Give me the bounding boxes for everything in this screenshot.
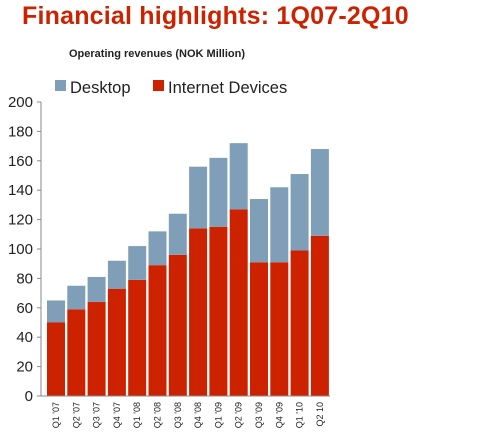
bar-internet-devices	[229, 209, 248, 396]
y-tick-label: 160	[8, 153, 33, 170]
x-tick-label: Q3 '08	[173, 402, 183, 428]
chart-legend: Desktop Internet Devices	[55, 79, 287, 97]
bar-internet-devices	[87, 301, 106, 396]
bar-desktop	[270, 187, 289, 263]
bar-desktop	[107, 260, 126, 289]
x-tick-label: Q1 '10	[295, 402, 305, 428]
y-axis: 0 20 40 60 80 100 120 140 160 180 200	[8, 94, 42, 405]
y-tick-label: 180	[8, 123, 33, 140]
y-tick-label: 20	[16, 359, 33, 376]
x-tick-label: Q4 '07	[112, 402, 122, 428]
x-tick-label: Q2 '08	[153, 402, 163, 428]
chart-title: Operating revenues (NOK Million)	[69, 48, 246, 60]
bar-desktop	[250, 199, 268, 263]
page-title: Financial highlights: 1Q07-2Q10	[22, 2, 409, 30]
bar-internet-devices	[189, 228, 208, 396]
legend-swatch	[153, 80, 164, 91]
bar-internet-devices	[250, 262, 268, 396]
bar-internet-devices	[270, 262, 289, 396]
bar-desktop	[87, 276, 106, 302]
bar-internet-devices	[128, 279, 147, 396]
bar-internet-devices	[67, 309, 86, 396]
y-tick-label: 200	[8, 94, 33, 111]
bar-desktop	[128, 246, 147, 280]
bar-desktop	[67, 285, 86, 310]
x-axis: Q1 '07 Q2 '07 Q3 '07 Q4 '07 Q1 '08 Q2 '08 Q3 '…	[41, 395, 330, 428]
bar-internet-devices	[168, 254, 187, 396]
x-tick-label: Q3 '07	[92, 402, 102, 428]
x-tick-label: Q1 '09	[213, 402, 223, 428]
x-tick-label: Q2 '07	[71, 402, 81, 428]
legend-label: Desktop	[70, 79, 131, 97]
bar-internet-devices	[290, 250, 309, 396]
y-tick-label: 100	[8, 241, 33, 258]
y-tick-label: 0	[25, 388, 33, 405]
bar-internet-devices	[47, 322, 65, 396]
bar-internet-devices	[148, 265, 167, 396]
bar-internet-devices	[310, 235, 329, 396]
x-tick-label: Q3 '09	[254, 402, 264, 428]
x-tick-label: Q4 '09	[274, 402, 284, 428]
legend-swatch	[55, 80, 66, 91]
bar-desktop	[47, 300, 65, 323]
y-tick-label: 60	[16, 300, 33, 317]
x-tick-label: Q4 '08	[193, 402, 203, 428]
y-tick-label: 80	[16, 270, 33, 287]
x-tick-label: Q1 '07	[51, 402, 61, 428]
bar-desktop	[310, 149, 329, 236]
bar-desktop	[290, 174, 309, 251]
bar-desktop	[189, 166, 208, 229]
y-tick-label: 140	[8, 182, 33, 199]
bar-desktop	[148, 231, 167, 266]
x-tick-label: Q2 '09	[234, 402, 244, 428]
legend-label: Internet Devices	[168, 79, 287, 97]
bar-internet-devices	[107, 288, 126, 396]
x-tick-label: Q1 '08	[132, 402, 142, 428]
x-tick-label: Q2 10	[315, 402, 325, 427]
bar-desktop	[209, 157, 228, 227]
bar-series	[47, 143, 329, 396]
bar-internet-devices	[209, 226, 228, 396]
y-tick-label: 120	[8, 212, 33, 229]
bar-desktop	[168, 213, 187, 255]
bar-desktop	[229, 143, 248, 210]
y-tick-label: 40	[16, 329, 33, 346]
